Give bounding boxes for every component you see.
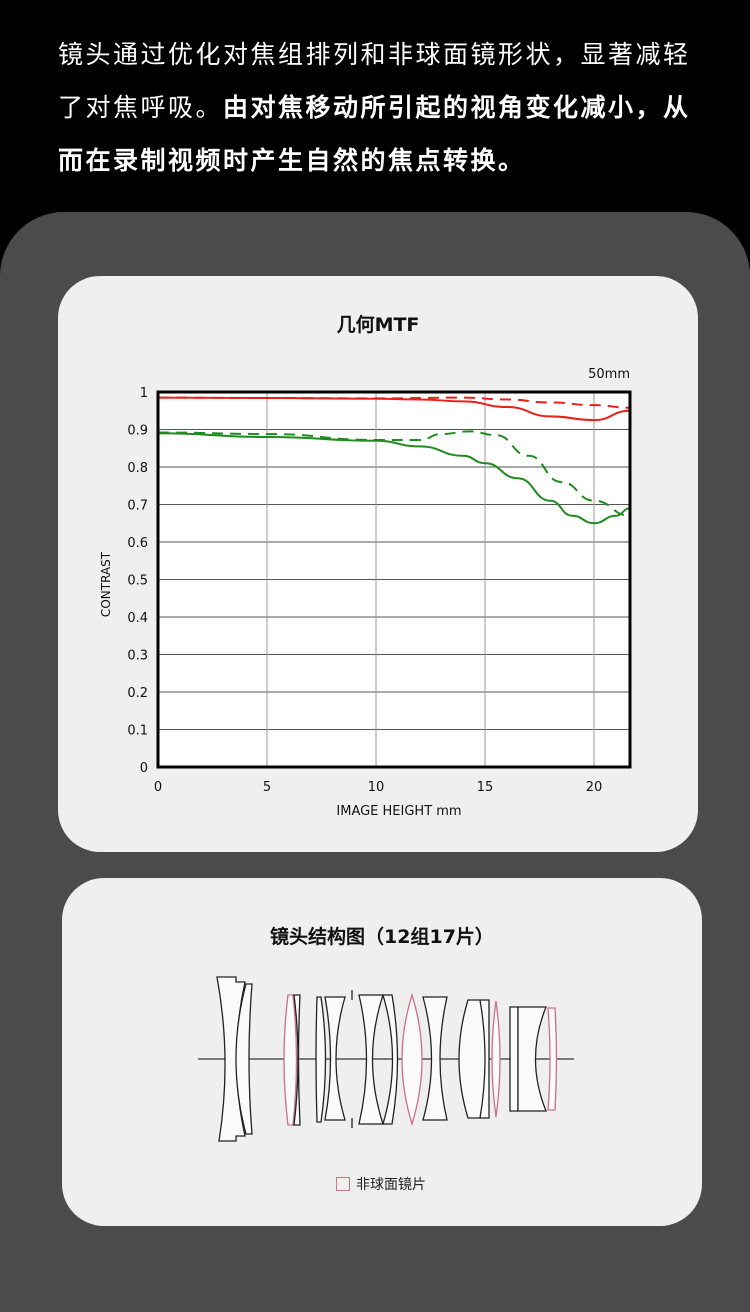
- lens-diagram: [198, 976, 574, 1142]
- aspherical-lens-element: [491, 1000, 501, 1118]
- aspherical-lens-element: [547, 1007, 558, 1111]
- y-tick-label: 0.4: [127, 611, 148, 626]
- aspherical-lens-element: [283, 994, 298, 1126]
- y-tick-label: 0.5: [127, 574, 148, 589]
- intro-normal: 镜头通过优化对焦组排列和非球面镜形状，显著减轻了对焦呼吸。: [58, 40, 691, 122]
- x-tick-label: 10: [368, 780, 385, 795]
- x-tick-label: 0: [154, 780, 162, 795]
- mtf-series-line-2: [157, 396, 631, 409]
- x-tick-label: 5: [263, 780, 271, 795]
- mtf-series-line-4: [157, 430, 631, 517]
- lens-element: [235, 983, 253, 1135]
- mtf-chart: 00.10.20.30.40.50.60.70.80.910 5 10 15 2050m…: [99, 367, 632, 819]
- intro-bold: 由对焦移动所引起的视角变化减小，从而在录制视频时产生自然的焦点转换。: [58, 93, 691, 175]
- lens-element: [324, 996, 346, 1121]
- aspherical-swatch-icon: [336, 1177, 350, 1191]
- y-tick-label: 0: [140, 761, 148, 776]
- y-tick-label: 1: [140, 386, 148, 401]
- intro-text: 镜头通过优化对焦组排列和非球面镜形状，显著减轻了对焦呼吸。由对焦移动所引起的视角…: [58, 28, 708, 187]
- y-axis-label: CONTRAST: [99, 551, 113, 617]
- x-tick-label: 20: [586, 780, 603, 795]
- y-tick-label: 0.9: [127, 424, 148, 439]
- focal-length-annotation: 50mm: [588, 367, 630, 382]
- lens-title: 镜头结构图（12组17片）: [270, 926, 494, 948]
- lens-element: [382, 994, 399, 1125]
- y-tick-label: 0.2: [127, 686, 148, 701]
- y-tick-label: 0.8: [127, 461, 148, 476]
- lens-element: [517, 1006, 547, 1112]
- x-tick-label: 15: [477, 780, 494, 795]
- x-axis-label: IMAGE HEIGHT mm: [336, 804, 461, 819]
- y-tick-label: 0.1: [127, 724, 148, 739]
- mtf-title: 几何MTF: [336, 314, 420, 336]
- plot-frame: [156, 390, 632, 769]
- lens-element: [479, 999, 490, 1119]
- mtf-card: 几何MTF 0 0.1 0.2 0.3 0.4 0.5 0.6 0.7 0.8 0.9 1 0 5 10 1…: [58, 276, 698, 852]
- y-tick-label: 0.6: [127, 536, 148, 551]
- y-tick-label: 0.3: [127, 649, 148, 664]
- aspherical-lens-element: [401, 992, 423, 1127]
- lens-element: [509, 1006, 519, 1112]
- lens-element: [293, 994, 301, 1126]
- lens-element: [315, 996, 327, 1123]
- legend-label: 非球面镜片: [356, 1177, 426, 1193]
- mtf-series-line-3: [157, 432, 631, 525]
- legend-aspherical: 非球面镜片: [336, 1174, 426, 1194]
- lens-element: [422, 996, 448, 1121]
- lens-structure-card: 镜头结构图（12组17片） 非球面镜片: [62, 878, 702, 1226]
- y-tick-label: 0.7: [127, 499, 148, 514]
